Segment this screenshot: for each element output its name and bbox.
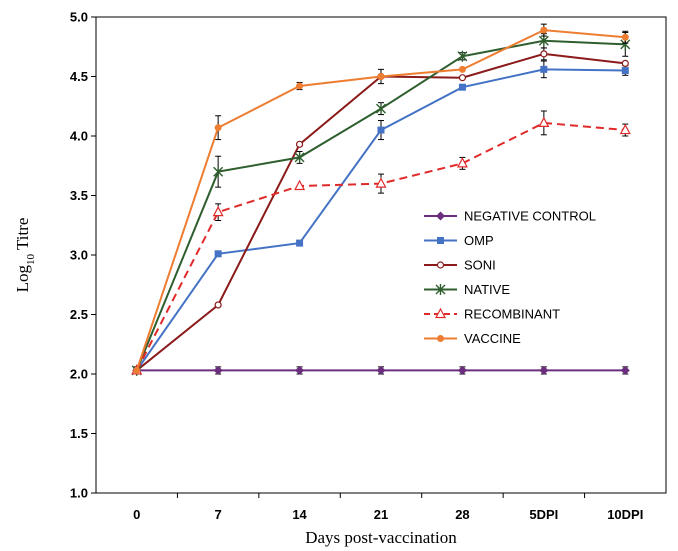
legend-item-recombinant: RECOMBINANT bbox=[424, 307, 560, 322]
data-point bbox=[538, 35, 549, 47]
y-tick-label: 5.0 bbox=[70, 10, 88, 25]
data-point bbox=[377, 73, 385, 80]
data-point bbox=[294, 179, 306, 191]
data-point bbox=[457, 50, 468, 62]
x-tick-label: 28 bbox=[455, 507, 469, 522]
data-point bbox=[538, 116, 550, 128]
y-tick-label: 4.0 bbox=[70, 129, 88, 144]
data-point bbox=[540, 65, 548, 73]
x-tick-label: 7 bbox=[215, 507, 222, 522]
data-point bbox=[296, 82, 304, 90]
y-axis-title: Log10 Titre bbox=[13, 218, 37, 293]
legend-label: VACCINE bbox=[464, 331, 521, 346]
data-point bbox=[133, 366, 141, 374]
data-point bbox=[295, 140, 304, 148]
legend-label: OMP bbox=[464, 233, 494, 248]
y-tick-label: 1.0 bbox=[70, 486, 88, 501]
data-point bbox=[214, 250, 222, 258]
legend-item-negative-control: NEGATIVE CONTROL bbox=[424, 209, 596, 224]
data-point bbox=[621, 59, 629, 68]
data-point bbox=[620, 365, 630, 375]
y-tick-label: 3.5 bbox=[70, 188, 88, 203]
data-point bbox=[539, 365, 549, 375]
data-point bbox=[214, 124, 222, 132]
legend-swatch-marker bbox=[437, 237, 444, 244]
data-point bbox=[376, 365, 386, 375]
data-point bbox=[540, 26, 548, 34]
data-point bbox=[619, 123, 631, 135]
series-vaccine bbox=[133, 23, 629, 374]
series-line bbox=[135, 121, 626, 371]
y-tick-label: 3.0 bbox=[70, 248, 88, 263]
data-point bbox=[621, 33, 629, 41]
data-point bbox=[294, 151, 305, 163]
x-tick-label: 10DPI bbox=[607, 507, 643, 522]
y-tick-label: 2.5 bbox=[70, 307, 88, 322]
x-tick-label: 21 bbox=[374, 507, 388, 522]
y-axis-title-main: Log bbox=[13, 265, 32, 293]
legend-label: NATIVE bbox=[464, 282, 510, 297]
data-point bbox=[457, 365, 467, 375]
legend-swatch-marker bbox=[437, 335, 444, 342]
x-tick-label: 5DPI bbox=[529, 507, 558, 522]
legend-swatch-marker bbox=[435, 284, 446, 295]
data-point bbox=[621, 67, 629, 75]
data-point bbox=[456, 157, 468, 168]
data-point bbox=[458, 74, 467, 82]
series-omp bbox=[133, 60, 629, 374]
data-point bbox=[377, 126, 385, 134]
data-point bbox=[458, 83, 466, 91]
series-negative-control bbox=[132, 365, 630, 375]
legend-swatch-marker bbox=[435, 307, 446, 319]
legend-swatch-marker bbox=[436, 211, 445, 221]
y-tick-label: 4.5 bbox=[70, 69, 88, 84]
data-point bbox=[458, 65, 466, 73]
y-axis: 1.0 1.5 2.0 2.5 3.0 3.5 4.0 4.5 5.0 bbox=[70, 10, 96, 501]
data-point bbox=[296, 239, 304, 247]
y-tick-label: 2.0 bbox=[70, 367, 88, 382]
legend-item-native: NATIVE bbox=[424, 282, 510, 297]
y-axis-title-subscript: 10 bbox=[25, 254, 37, 266]
legend-label: NEGATIVE CONTROL bbox=[464, 209, 596, 224]
legend-swatch-marker bbox=[436, 261, 445, 269]
legend-item-vaccine: VACCINE bbox=[424, 331, 521, 346]
data-point bbox=[540, 50, 548, 58]
data-point bbox=[295, 365, 305, 375]
data-point bbox=[214, 301, 222, 309]
x-axis-title: Days post-vaccination bbox=[305, 528, 457, 547]
data-point bbox=[212, 205, 224, 217]
plot-frame bbox=[95, 16, 667, 494]
legend: NEGATIVE CONTROL OMP SONI NATIVE RECOMBINANT… bbox=[424, 209, 596, 346]
legend-item-omp: OMP bbox=[424, 233, 494, 248]
data-point bbox=[375, 177, 387, 188]
x-axis: 0 7 14 21 28 5DPI 10DPI bbox=[133, 493, 643, 522]
x-tick-label: 0 bbox=[133, 507, 140, 522]
series-recombinant bbox=[131, 110, 631, 375]
x-tick-label: 14 bbox=[292, 507, 307, 522]
y-axis-title-suffix: Titre bbox=[13, 218, 32, 254]
legend-label: RECOMBINANT bbox=[464, 307, 560, 322]
data-point bbox=[213, 365, 223, 375]
series-layer bbox=[131, 23, 631, 376]
legend-label: SONI bbox=[464, 258, 496, 273]
legend-item-soni: SONI bbox=[424, 258, 496, 273]
data-point bbox=[376, 103, 386, 115]
data-point bbox=[213, 166, 224, 178]
y-tick-label: 1.5 bbox=[70, 426, 88, 441]
